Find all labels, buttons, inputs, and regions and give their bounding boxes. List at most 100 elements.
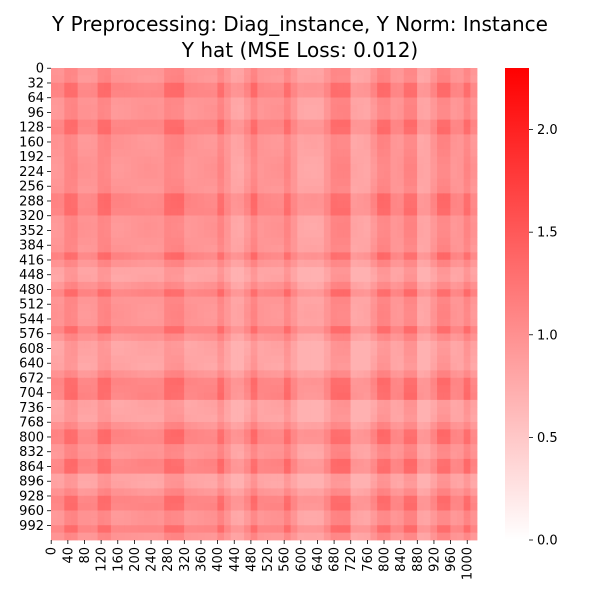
- heatmap-cell: [210, 200, 218, 209]
- heatmap-cell: [277, 222, 285, 231]
- heatmap-cell: [257, 429, 265, 438]
- heatmap-cell: [383, 252, 391, 261]
- heatmap-cell: [310, 488, 318, 497]
- heatmap-cell: [70, 326, 79, 334]
- heatmap-cell: [77, 495, 85, 504]
- heatmap-cell: [443, 215, 451, 224]
- heatmap-cell: [157, 363, 165, 371]
- heatmap-cell: [210, 208, 218, 216]
- heatmap-cell: [177, 163, 185, 172]
- heatmap-cell: [77, 355, 85, 364]
- heatmap-cell: [423, 289, 431, 298]
- heatmap-cell: [164, 348, 172, 357]
- heatmap-cell: [257, 200, 265, 209]
- heatmap-cell: [323, 414, 331, 423]
- heatmap-cell: [343, 222, 351, 231]
- heatmap-cell: [310, 186, 318, 194]
- heatmap-cell: [64, 193, 72, 202]
- heatmap-cell: [197, 193, 205, 202]
- heatmap-cell: [383, 451, 391, 460]
- heatmap-cell: [463, 208, 471, 216]
- heatmap-cell: [257, 333, 265, 342]
- heatmap-cell: [264, 171, 272, 180]
- heatmap-cell: [410, 171, 418, 180]
- heatmap-cell: [137, 488, 145, 497]
- heatmap-cell: [90, 296, 98, 305]
- heatmap-cell: [470, 517, 478, 526]
- heatmap-cell: [124, 267, 132, 275]
- heatmap-cell: [77, 200, 85, 209]
- heatmap-cell: [417, 281, 425, 290]
- heatmap-cell: [403, 429, 411, 438]
- heatmap-cell: [117, 385, 125, 393]
- heatmap-cell: [363, 274, 371, 283]
- heatmap-cell: [270, 355, 278, 364]
- heatmap-cell: [470, 481, 478, 489]
- heatmap-cell: [90, 414, 98, 423]
- heatmap-cell: [410, 458, 418, 467]
- heatmap-cell: [363, 414, 371, 423]
- heatmap-cell: [264, 385, 272, 393]
- heatmap-cell: [51, 119, 59, 128]
- heatmap-cell: [144, 525, 152, 534]
- heatmap-cell: [317, 451, 325, 460]
- heatmap-cell: [370, 414, 378, 423]
- heatmap-cell: [357, 333, 365, 342]
- heatmap-cell: [430, 517, 438, 526]
- heatmap-cell: [137, 68, 145, 76]
- heatmap-cell: [443, 510, 451, 519]
- heatmap-cell: [277, 348, 285, 357]
- heatmap-cell: [230, 510, 238, 519]
- heatmap-cell: [70, 163, 79, 172]
- heatmap-cell: [377, 186, 385, 194]
- heatmap-cell: [323, 304, 331, 312]
- heatmap-cell: [337, 525, 345, 534]
- heatmap-cell: [150, 466, 158, 475]
- heatmap-cell: [337, 458, 345, 467]
- heatmap-cell: [244, 156, 252, 165]
- heatmap-cell: [323, 326, 331, 334]
- heatmap-cell: [350, 503, 358, 511]
- heatmap-cell: [290, 451, 298, 460]
- heatmap-cell: [84, 163, 92, 172]
- heatmap-cell: [51, 517, 59, 526]
- heatmap-cell: [144, 318, 152, 327]
- heatmap-cell: [177, 178, 185, 187]
- heatmap-cell: [64, 503, 72, 511]
- heatmap-cell: [190, 304, 198, 312]
- heatmap-cell: [370, 156, 378, 165]
- heatmap-cell: [264, 422, 272, 430]
- heatmap-cell: [357, 444, 365, 452]
- heatmap-cell: [403, 422, 411, 430]
- heatmap-cell: [217, 517, 225, 526]
- heatmap-cell: [157, 245, 165, 253]
- heatmap-cell: [363, 481, 371, 489]
- heatmap-cell: [197, 289, 205, 298]
- heatmap-cell: [370, 429, 378, 438]
- heatmap-cell: [157, 407, 165, 416]
- heatmap-cell: [370, 481, 378, 489]
- heatmap-cell: [463, 326, 471, 334]
- heatmap-cell: [264, 178, 272, 187]
- heatmap-cell: [470, 488, 478, 497]
- heatmap-cell: [370, 407, 378, 416]
- heatmap-cell: [363, 104, 371, 113]
- heatmap-cell: [230, 68, 238, 76]
- heatmap-cell: [177, 68, 185, 76]
- heatmap-cell: [417, 414, 425, 423]
- heatmap-cell: [283, 171, 292, 180]
- heatmap-cell: [303, 370, 311, 379]
- heatmap-cell: [70, 318, 79, 327]
- heatmap-cell: [303, 141, 311, 150]
- heatmap-cell: [343, 82, 351, 91]
- heatmap-cell: [330, 473, 338, 482]
- heatmap-cell: [184, 392, 192, 401]
- heatmap-cell: [403, 200, 411, 209]
- heatmap-cell: [337, 193, 345, 202]
- heatmap-cell: [237, 186, 245, 194]
- heatmap-cell: [190, 193, 198, 202]
- heatmap-cell: [403, 119, 411, 128]
- heatmap-cell: [117, 340, 125, 349]
- heatmap-cell: [104, 458, 112, 467]
- heatmap-cell: [224, 127, 232, 135]
